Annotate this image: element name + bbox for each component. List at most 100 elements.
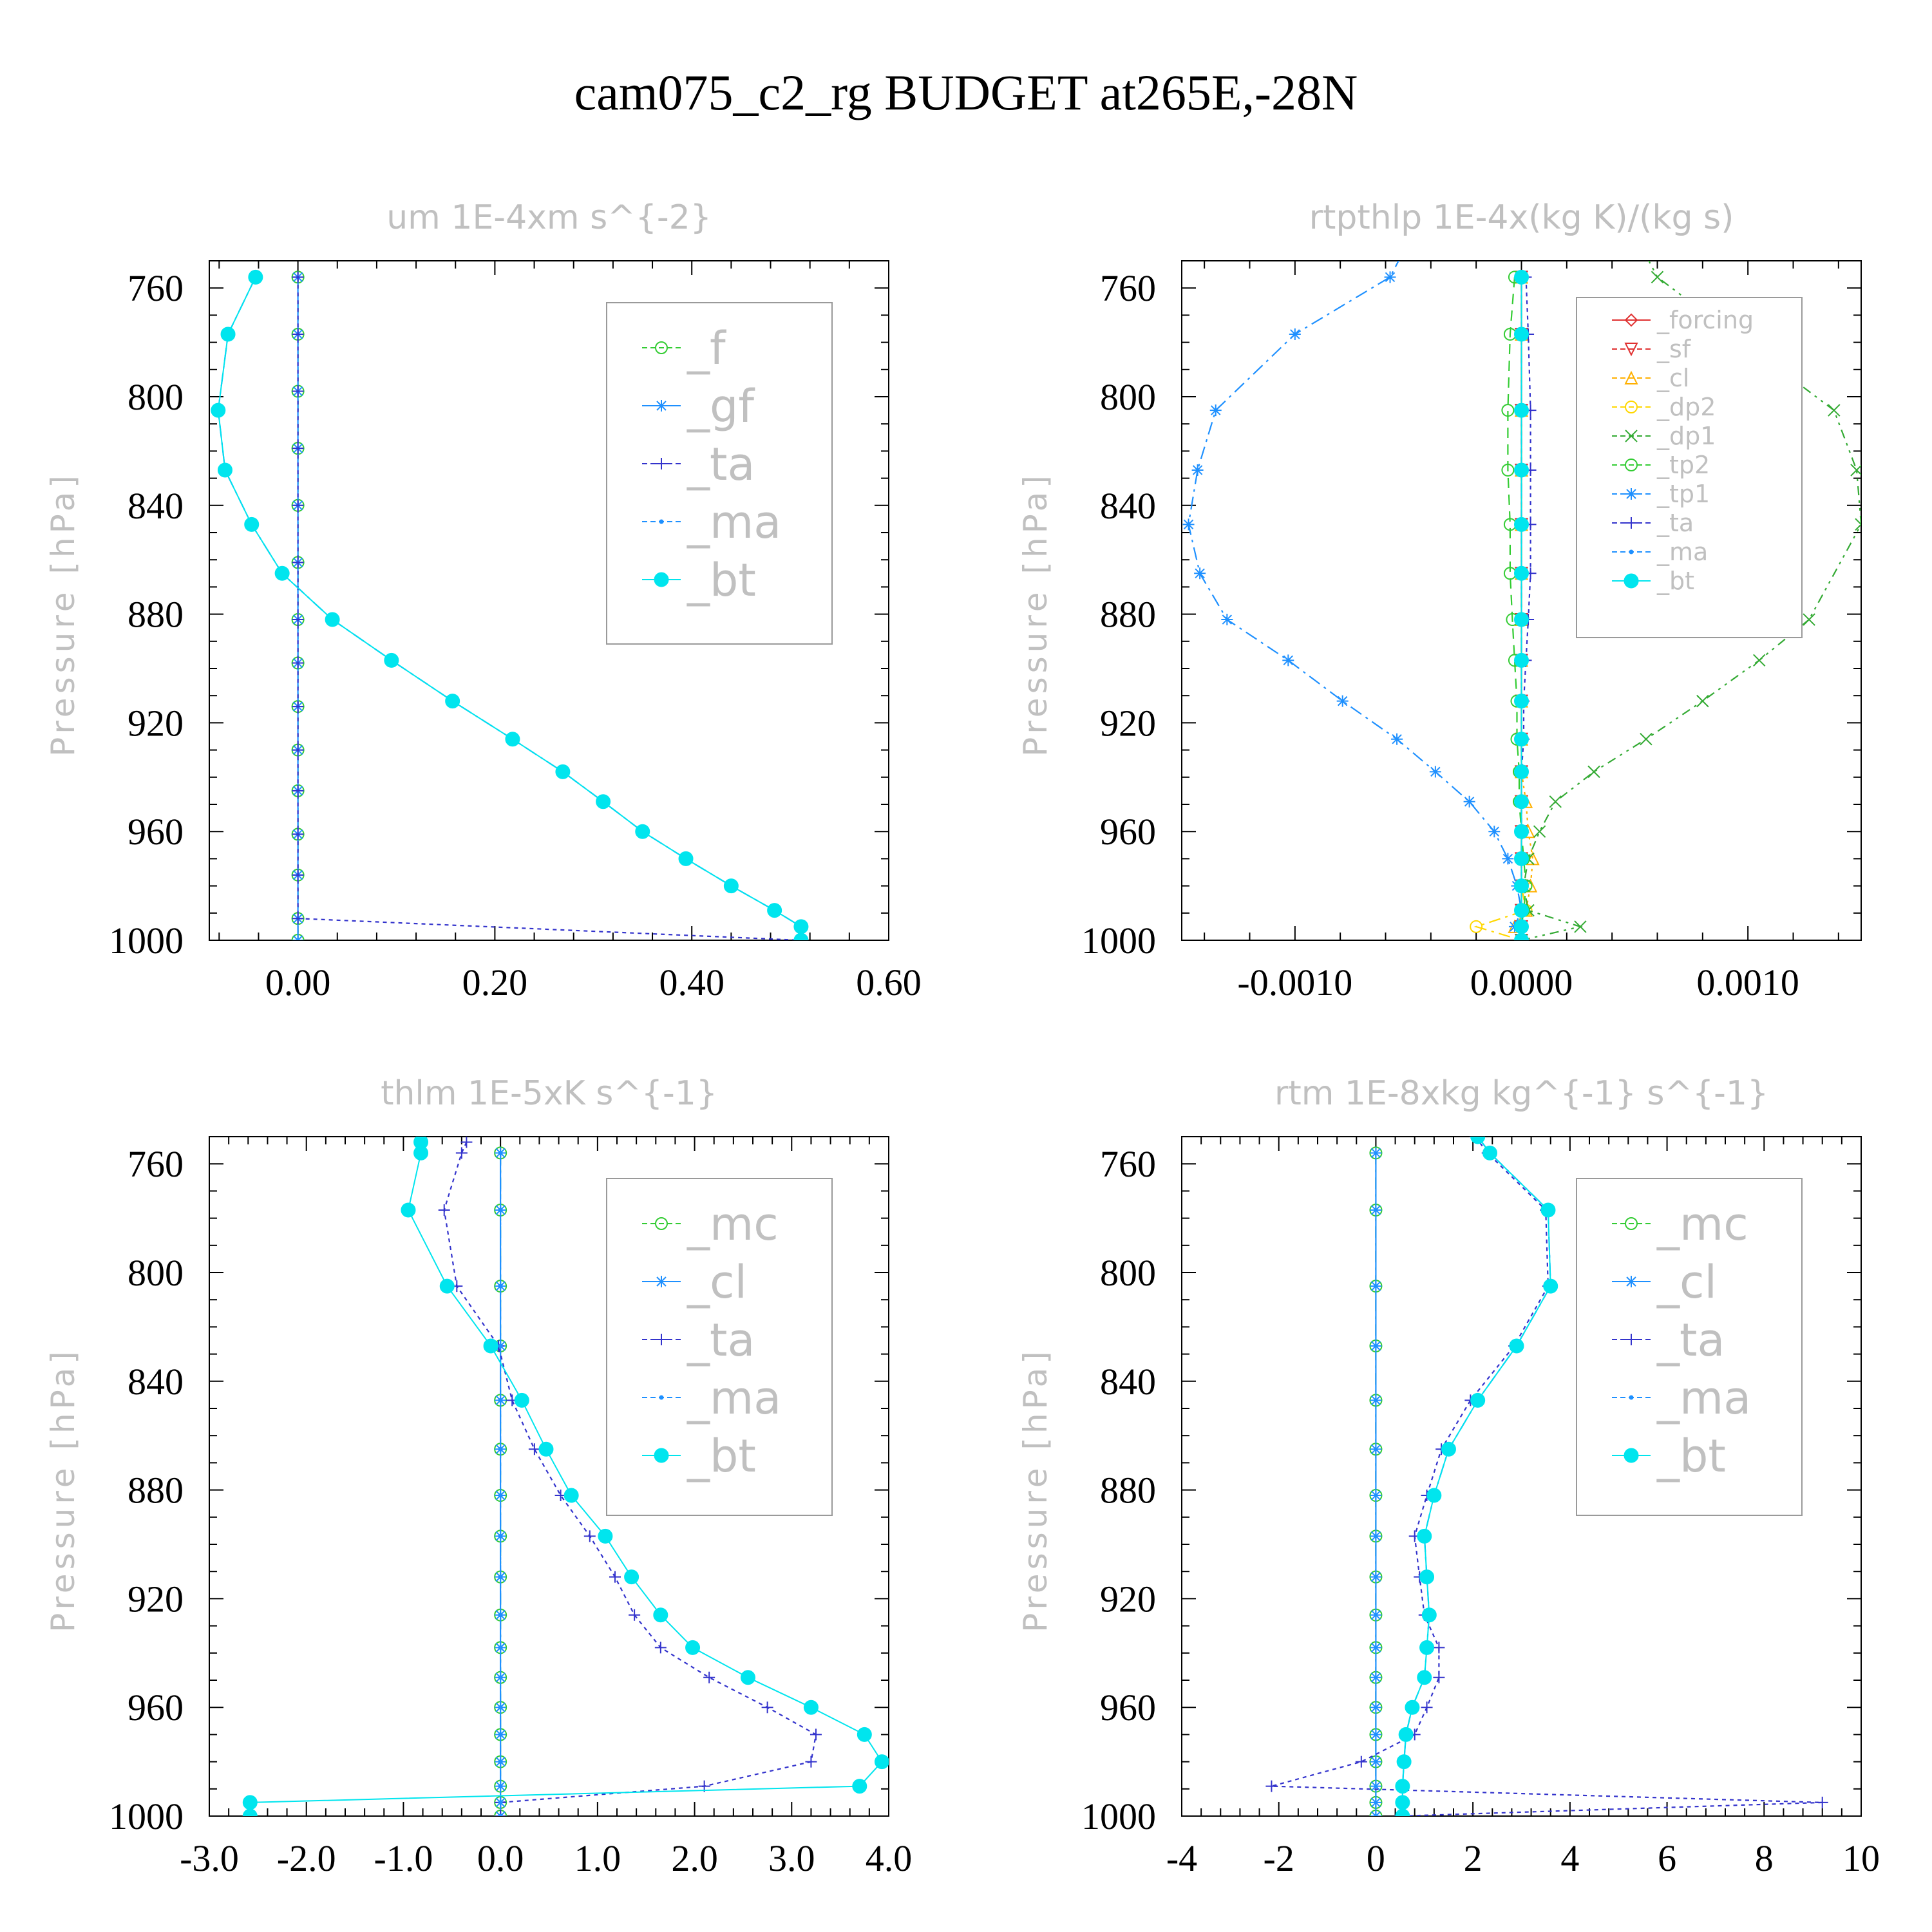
series-line <box>1473 277 1527 940</box>
data-point <box>1540 1202 1556 1218</box>
data-point <box>874 1754 889 1770</box>
legend-entry: _gf <box>642 380 755 433</box>
legend-label: _dp2 <box>1656 393 1716 421</box>
data-point <box>1850 464 1861 477</box>
data-point <box>1549 795 1562 808</box>
data-point <box>498 1814 503 1816</box>
data-point <box>723 878 739 894</box>
legend-label: _bt <box>687 554 756 607</box>
legend-entry: _cl <box>1612 364 1689 392</box>
data-point <box>1482 1145 1498 1160</box>
data-point <box>1514 933 1529 940</box>
legend-marker <box>1625 1276 1637 1287</box>
plot-frame <box>209 1136 889 1817</box>
x-tick-label: 0.40 <box>659 961 724 1003</box>
plot-area <box>1182 261 1861 940</box>
data-point <box>1289 328 1301 340</box>
data-point <box>274 565 290 581</box>
legend-label: _bt <box>1656 1430 1726 1482</box>
data-point <box>217 462 232 478</box>
data-point <box>1828 404 1841 417</box>
data-point <box>292 328 304 340</box>
data-point <box>514 1392 529 1408</box>
data-point <box>438 1204 450 1216</box>
data-point <box>248 269 263 285</box>
data-point <box>325 612 340 627</box>
series-ta <box>1515 271 1537 940</box>
panel-title: rtpthlp 1E-4x(kg K)/(kg s) <box>1309 198 1734 237</box>
y-tick-label: 760 <box>1100 1143 1156 1185</box>
data-point <box>498 1446 503 1452</box>
data-point <box>220 327 236 342</box>
y-tick-label: 1000 <box>109 920 184 961</box>
data-point <box>498 1533 503 1539</box>
legend-marker <box>654 1448 669 1463</box>
data-point <box>1395 1779 1410 1794</box>
legend: _mc_cl_ta_ma_bt <box>606 1178 833 1516</box>
data-point <box>635 824 650 839</box>
data-point <box>1421 1607 1437 1623</box>
legend-marker <box>1624 1448 1639 1463</box>
data-point <box>1855 518 1861 531</box>
data-point <box>1514 269 1529 285</box>
legend-entry: _ma <box>642 496 781 549</box>
legend-marker <box>1624 573 1639 589</box>
y-tick-label: 960 <box>1100 811 1156 853</box>
data-point <box>292 701 304 713</box>
x-tick-label: 0.60 <box>856 961 922 1003</box>
legend-entry: _bt <box>1612 567 1694 595</box>
legend-marker <box>656 1276 667 1287</box>
x-tick-label: 1.0 <box>574 1837 621 1879</box>
x-tick-label: -1.0 <box>374 1837 433 1879</box>
y-tick-label: 880 <box>1100 1470 1156 1511</box>
data-point <box>498 1675 503 1680</box>
data-point <box>498 1784 503 1789</box>
data-point <box>1370 1642 1382 1654</box>
legend-label: _ma <box>1656 538 1708 566</box>
y-tick-label: 1000 <box>1081 920 1156 961</box>
figure-title: cam075_c2_rg BUDGET at265E,-28N <box>574 64 1358 120</box>
data-point <box>761 1701 773 1714</box>
data-point <box>1370 1280 1382 1293</box>
legend-entry: _dp2 <box>1612 393 1716 421</box>
legend-label: _f <box>687 322 726 375</box>
data-point <box>498 1493 503 1498</box>
data-point <box>678 851 694 866</box>
data-point <box>1336 695 1349 707</box>
data-point <box>292 657 304 669</box>
legend-label: _forcing <box>1656 306 1754 334</box>
data-point <box>498 1283 503 1289</box>
legend-marker <box>655 1217 668 1230</box>
legend-entry: _ta <box>642 1314 755 1367</box>
plot-frame <box>209 260 889 941</box>
legend-entry: _ma <box>642 1372 781 1425</box>
legend-label: _cl <box>1656 1256 1717 1309</box>
legend-marker <box>1624 313 1638 327</box>
legend-marker <box>659 1395 664 1400</box>
data-point <box>242 1808 258 1816</box>
data-point <box>654 1642 667 1654</box>
series-cl <box>1370 1147 1382 1816</box>
y-tick-label: 800 <box>1100 1252 1156 1294</box>
y-tick-label: 760 <box>128 267 184 309</box>
legend-label: _ta <box>1656 1314 1725 1367</box>
series-bt <box>1395 1137 1558 1816</box>
data-point <box>292 271 304 283</box>
data-point <box>1370 1394 1382 1406</box>
legend-marker <box>1624 370 1638 384</box>
data-point <box>1182 518 1195 531</box>
x-tick-label: 0.0 <box>477 1837 524 1879</box>
legend-box <box>606 302 833 645</box>
data-point <box>1398 1727 1414 1742</box>
y-tick-label: 800 <box>1100 376 1156 418</box>
legend-marker <box>1629 549 1634 554</box>
legend-label: _tp2 <box>1656 451 1710 479</box>
data-point <box>498 1397 503 1403</box>
y-tick-label: 840 <box>1100 485 1156 527</box>
data-point <box>1441 1441 1456 1457</box>
data-point <box>1514 919 1529 934</box>
data-point <box>460 1137 473 1148</box>
data-point <box>1514 652 1529 668</box>
data-point <box>598 1528 613 1544</box>
data-point <box>1426 1488 1442 1503</box>
